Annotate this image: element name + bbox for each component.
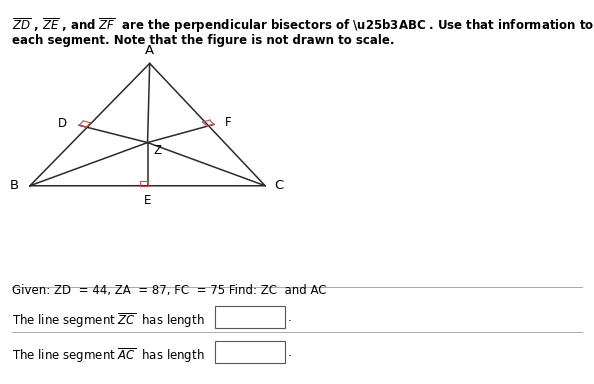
Text: .: . <box>288 311 292 324</box>
Text: $\overline{ZD}$ , $\overline{ZE}$ , and $\overline{ZF}$  are the perpendicular b: $\overline{ZD}$ , $\overline{ZE}$ , and … <box>12 16 594 35</box>
Text: The line segment $\overline{AC}$  has length: The line segment $\overline{AC}$ has len… <box>12 346 204 365</box>
Text: .: . <box>288 346 292 359</box>
Text: A: A <box>145 44 154 57</box>
FancyBboxPatch shape <box>215 306 285 328</box>
FancyBboxPatch shape <box>215 341 285 363</box>
Text: C: C <box>274 179 284 192</box>
Text: F: F <box>225 116 231 129</box>
Text: B: B <box>10 179 19 192</box>
Text: D: D <box>58 118 67 130</box>
Text: Z: Z <box>154 144 162 157</box>
Text: The line segment $\overline{ZC}$  has length: The line segment $\overline{ZC}$ has len… <box>12 311 204 330</box>
Text: each segment. Note that the figure is not drawn to scale.: each segment. Note that the figure is no… <box>12 34 394 47</box>
Text: Given: ZD  = 44, ZA  = 87, FC  = 75 Find: ZC  and AC: Given: ZD = 44, ZA = 87, FC = 75 Find: Z… <box>12 284 327 297</box>
Text: E: E <box>144 194 151 207</box>
